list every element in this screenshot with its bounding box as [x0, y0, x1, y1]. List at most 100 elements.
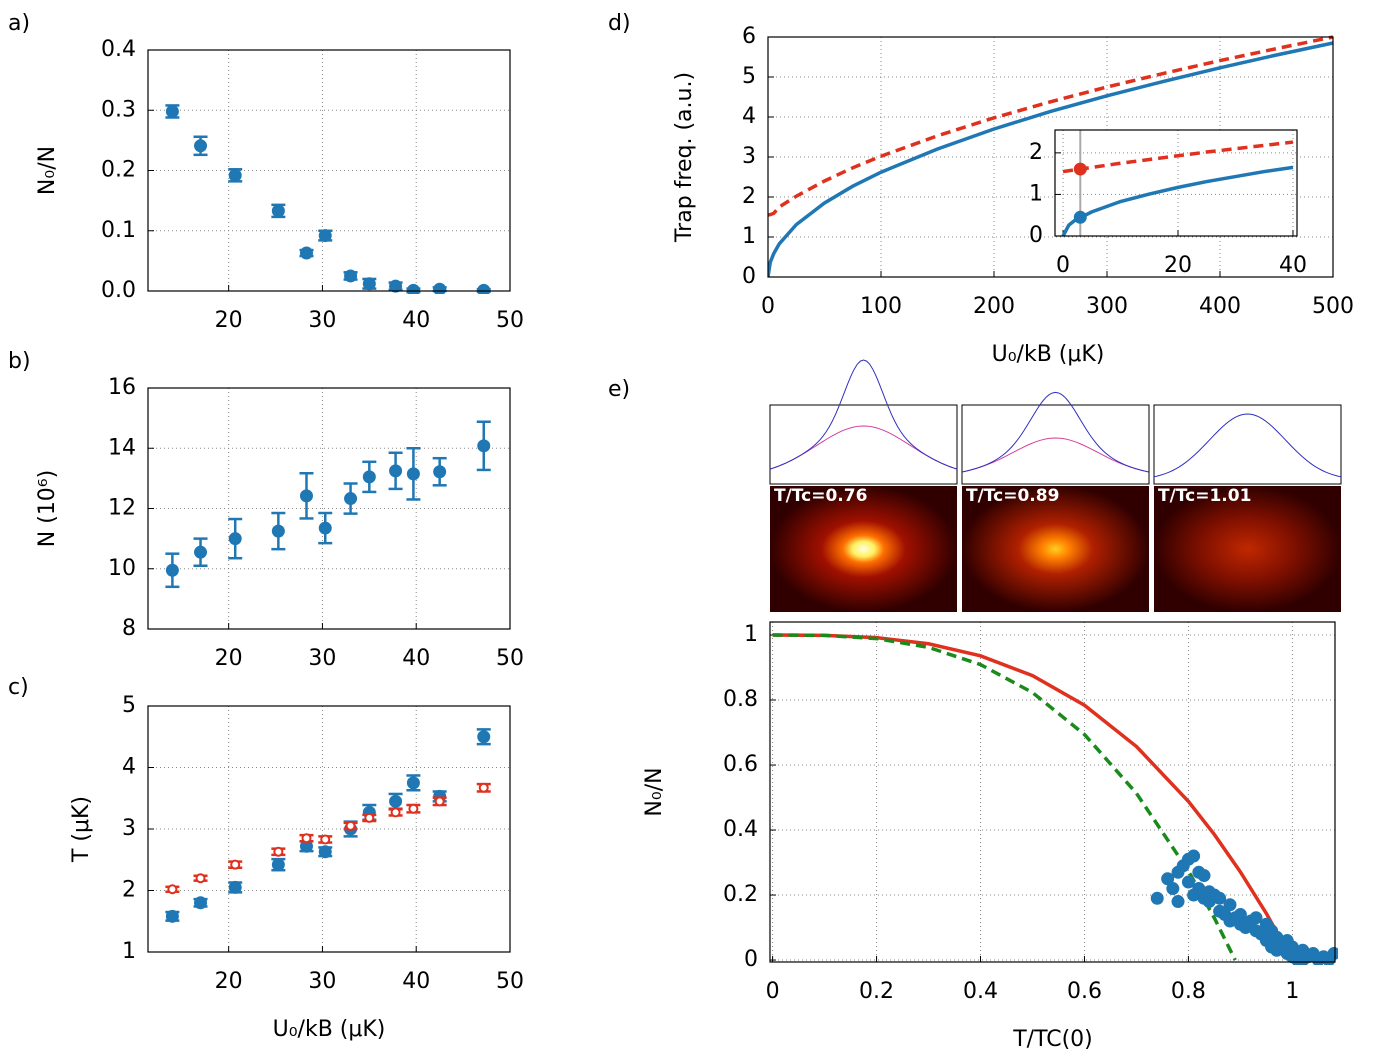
- x-tick-label: 30: [308, 969, 336, 994]
- marker: [477, 730, 491, 744]
- marker: [195, 873, 206, 884]
- marker: [299, 246, 313, 260]
- x-tick-label: 30: [308, 308, 336, 333]
- marker: [362, 470, 376, 484]
- y-axis-title: Trap freq. (a.u.): [672, 72, 697, 243]
- x-tick-label: 20: [215, 969, 243, 994]
- panel-label: d): [608, 11, 631, 36]
- y-tick-label: 0.0: [101, 278, 136, 303]
- y-tick-label: 16: [108, 375, 136, 400]
- profile: [961, 391, 1150, 473]
- marker: [406, 467, 420, 481]
- line: [768, 41, 1334, 278]
- y-tick-label: 0.4: [723, 817, 758, 842]
- profile-box: [961, 404, 1150, 485]
- marker: [433, 465, 447, 479]
- marker: [1327, 947, 1338, 961]
- y-tick-label: 0: [1029, 223, 1043, 248]
- x-tick-label: 100: [860, 294, 902, 319]
- y-tick-label: 4: [742, 104, 756, 129]
- x-tick-label: 300: [1086, 294, 1128, 319]
- x-tick-label: 40: [402, 969, 430, 994]
- y-tick-label: 1: [744, 622, 758, 647]
- marker: [406, 283, 420, 294]
- y-tick-label: 6: [742, 24, 756, 49]
- y-tick-label: 0.6: [723, 752, 758, 777]
- x-tick-label: 40: [1279, 253, 1307, 278]
- marker: [318, 229, 332, 243]
- marker: [477, 439, 491, 453]
- marker: [301, 833, 312, 844]
- line: [1062, 140, 1294, 174]
- marker: [389, 794, 403, 808]
- marker: [406, 776, 420, 790]
- x-axis-title: U₀/kB (μK): [273, 1017, 386, 1042]
- marker: [271, 204, 285, 218]
- marker: [1187, 849, 1201, 863]
- marker: [345, 820, 356, 831]
- x-axis-title: U₀/kB (μK): [992, 342, 1105, 367]
- x-axis-title: T/TC(0): [1012, 1027, 1093, 1052]
- y-axis-title: N₀/N: [35, 146, 60, 195]
- marker: [478, 782, 489, 793]
- x-tick-label: 0.2: [859, 979, 894, 1004]
- marker: [1296, 953, 1310, 965]
- image-label: T/Tc=1.01: [1158, 486, 1251, 506]
- marker: [299, 489, 313, 503]
- line: [772, 633, 1237, 961]
- x-tick-label: 50: [496, 308, 524, 333]
- y-tick-label: 3: [122, 816, 136, 841]
- x-tick-label: 50: [496, 969, 524, 994]
- profile: [1153, 413, 1342, 478]
- marker: [194, 545, 208, 559]
- cloud-image: [962, 486, 1149, 612]
- marker: [390, 807, 401, 818]
- x-tick-label: 20: [215, 308, 243, 333]
- panel-label: c): [8, 675, 29, 700]
- marker: [1223, 898, 1237, 912]
- panel-label: a): [8, 11, 30, 36]
- plot-frame: [147, 387, 511, 630]
- panel-label: b): [8, 349, 31, 374]
- y-tick-label: 0.3: [101, 97, 136, 122]
- line: [768, 35, 1334, 217]
- marker: [477, 283, 491, 294]
- profile: [769, 359, 958, 470]
- x-tick-label: 500: [1312, 294, 1354, 319]
- marker: [228, 532, 242, 546]
- marker: [1166, 882, 1180, 896]
- y-axis-title: N (10⁶): [35, 470, 60, 547]
- y-tick-label: 14: [108, 435, 136, 460]
- x-tick-label: 40: [402, 308, 430, 333]
- marker: [228, 168, 242, 182]
- marker: [344, 492, 358, 506]
- y-tick-label: 5: [742, 64, 756, 89]
- y-tick-label: 0.1: [101, 218, 136, 243]
- marker: [320, 834, 331, 845]
- cloud-image: [770, 486, 957, 612]
- marker: [271, 858, 285, 872]
- x-tick-label: 20: [215, 646, 243, 671]
- y-tick-label: 1: [122, 939, 136, 964]
- image-label: T/Tc=0.76: [774, 486, 867, 506]
- marker: [165, 909, 179, 923]
- y-tick-label: 8: [122, 616, 136, 641]
- marker: [433, 282, 447, 294]
- cloud-image: [1154, 486, 1341, 612]
- marker: [194, 896, 208, 910]
- series-group: [772, 633, 1338, 965]
- marker: [1280, 934, 1294, 948]
- marker: [1171, 895, 1185, 909]
- marker: [344, 269, 358, 283]
- marker: [165, 104, 179, 118]
- y-tick-label: 1: [742, 224, 756, 249]
- y-axis-title: N₀/N: [642, 767, 667, 816]
- x-tick-label: 400: [1199, 294, 1241, 319]
- x-tick-label: 30: [308, 646, 336, 671]
- image-label: T/Tc=0.89: [966, 486, 1059, 506]
- x-tick-label: 50: [496, 646, 524, 671]
- marker: [1150, 891, 1164, 905]
- plot-frame: [1054, 129, 1298, 237]
- y-tick-label: 2: [122, 878, 136, 903]
